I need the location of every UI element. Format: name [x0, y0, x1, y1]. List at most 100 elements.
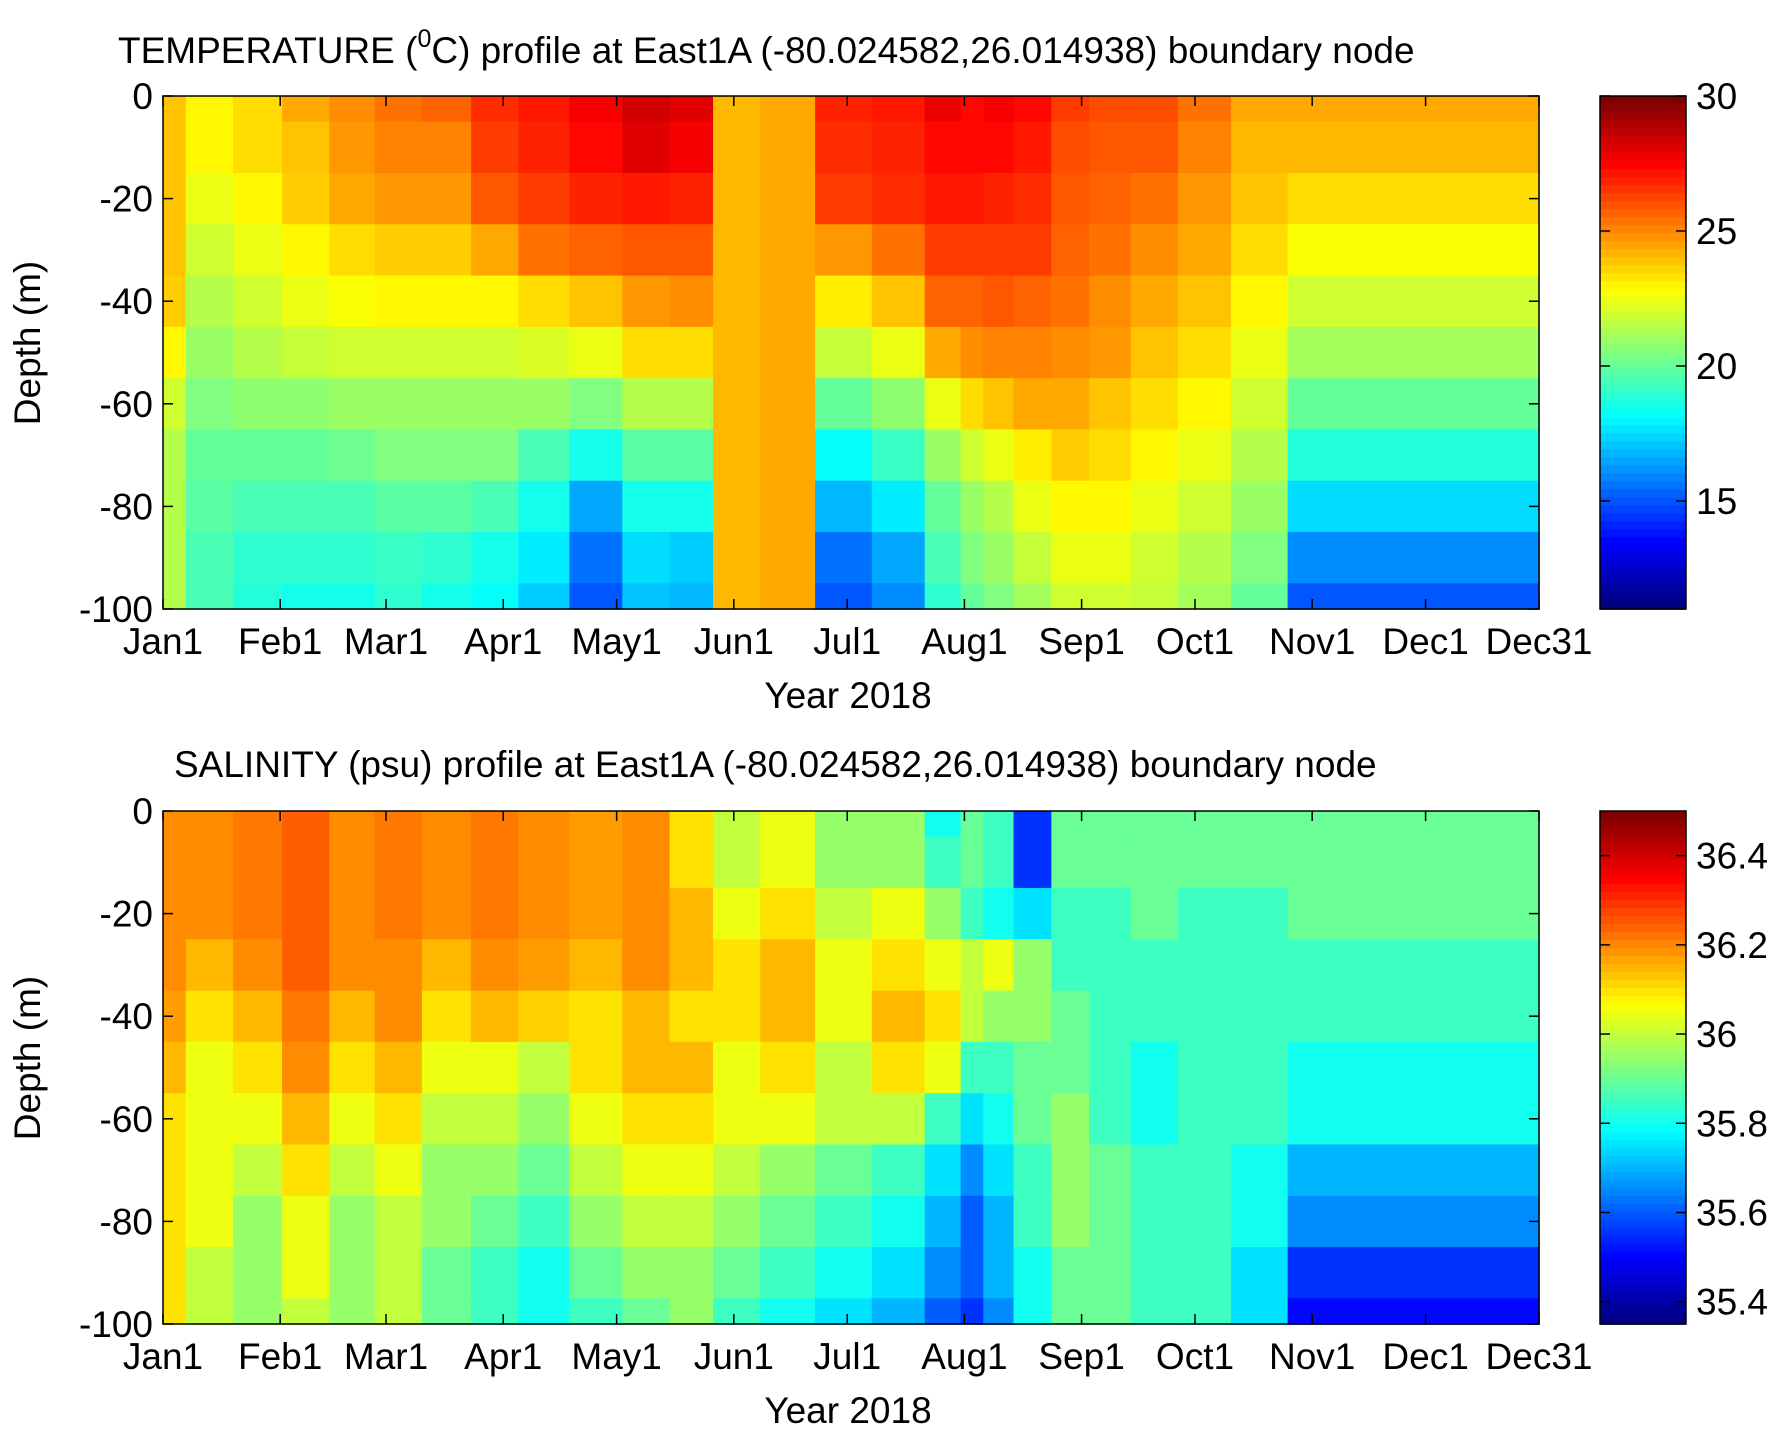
- salinity-heatmap-cell: [1089, 1041, 1132, 1094]
- salinity-heatmap-cell: [471, 1298, 520, 1325]
- salinity-heatmap-cell: [924, 1247, 962, 1300]
- temperature-heatmap-cell: [669, 480, 714, 533]
- temperature-heatmap-cell: [983, 429, 1015, 482]
- temperature-heatmap-cell: [471, 583, 520, 610]
- salinity-heatmap-cell: [815, 1298, 873, 1325]
- salinity-heatmap-cell: [185, 1093, 234, 1146]
- temperature-heatmap-cell: [871, 96, 926, 123]
- temperature-heatmap-cell: [960, 96, 985, 123]
- temperature-heatmap-cell: [329, 429, 376, 482]
- temperature-heatmap-cell: [983, 378, 1015, 431]
- salinity-colorbar-swatch: [1600, 963, 1686, 973]
- salinity-heatmap-cell: [713, 887, 762, 941]
- temperature-heatmap-cell: [569, 224, 624, 277]
- salinity-heatmap-cell: [1089, 811, 1132, 838]
- salinity-heatmap-cell: [1089, 939, 1132, 992]
- temperature-heatmap-cell: [669, 583, 714, 610]
- temperature-heatmap-cell: [622, 532, 671, 585]
- salinity-heatmap-cell: [871, 1093, 926, 1146]
- temperature-heatmap-cell: [471, 532, 520, 585]
- salinity-heatmap-cell: [1089, 1247, 1132, 1300]
- salinity-colorbar-swatch: [1600, 1211, 1686, 1221]
- salinity-heatmap-cell: [569, 1247, 624, 1300]
- salinity-heatmap-cell: [983, 1195, 1015, 1248]
- salinity-heatmap-cell: [960, 887, 985, 941]
- salinity-colorbar-swatch: [1600, 987, 1686, 997]
- temperature-heatmap-cell: [983, 583, 1015, 610]
- salinity-heatmap-cell: [1051, 1247, 1090, 1300]
- salinity-colorbar-swatch: [1600, 851, 1686, 860]
- temperature-heatmap-cell: [760, 275, 816, 328]
- salinity-heatmap-cell: [569, 887, 624, 941]
- salinity-colorbar-swatch: [1600, 1155, 1686, 1165]
- temperature-heatmap-cell: [1230, 326, 1289, 379]
- salinity-colorbar-tick-label: 35.4: [1696, 1282, 1768, 1323]
- salinity-x-tick-label: Feb1: [238, 1336, 322, 1377]
- salinity-heatmap-cell: [421, 1093, 472, 1146]
- temperature-heatmap-cell: [1013, 275, 1053, 328]
- salinity-heatmap-cell: [163, 990, 187, 1043]
- temperature-colorbar-swatch: [1600, 224, 1686, 234]
- salinity-heatmap-cell: [960, 990, 985, 1043]
- salinity-heatmap-cell: [713, 1298, 762, 1325]
- temperature-heatmap-cell: [185, 532, 234, 585]
- temperature-heatmap-cell: [374, 480, 423, 533]
- temperature-x-tick-label: May1: [571, 621, 661, 662]
- temperature-heatmap-cell: [374, 96, 423, 123]
- temperature-heatmap-cell: [713, 532, 762, 585]
- temperature-heatmap-cell: [518, 121, 571, 174]
- temperature-heatmap-cell: [760, 480, 816, 533]
- salinity-heatmap-cell: [282, 1195, 331, 1248]
- temperature-heatmap-cell: [569, 429, 624, 482]
- salinity-y-tick-label: -20: [100, 894, 153, 935]
- salinity-heatmap-cell: [518, 1041, 571, 1094]
- salinity-heatmap-cell: [421, 1041, 472, 1094]
- salinity-heatmap-cell: [815, 939, 873, 992]
- temperature-heatmap-cell: [163, 532, 187, 585]
- temperature-heatmap-cell: [232, 224, 283, 277]
- salinity-heatmap-cell: [622, 1041, 671, 1094]
- temperature-heatmap-cell: [329, 480, 376, 533]
- temperature-heatmap-cell: [960, 429, 985, 482]
- salinity-heatmap-cell: [713, 990, 762, 1043]
- salinity-heatmap-cell: [1089, 990, 1132, 1043]
- temperature-heatmap-cell: [1089, 172, 1132, 226]
- salinity-colorbar-swatch: [1600, 1283, 1686, 1293]
- temperature-heatmap-cell: [713, 378, 762, 431]
- salinity-heatmap-cell: [329, 1041, 376, 1094]
- temperature-heatmap-cell: [1051, 480, 1090, 533]
- temperature-heatmap-cell: [960, 326, 985, 379]
- temperature-colorbar-swatch: [1600, 344, 1686, 354]
- temperature-y-tick-label: -60: [100, 384, 153, 425]
- temperature-heatmap-cell: [185, 172, 234, 226]
- salinity-colorbar-swatch: [1600, 835, 1686, 844]
- temperature-heatmap-cell: [518, 275, 571, 328]
- salinity-heatmap-cell: [983, 1093, 1015, 1146]
- temperature-heatmap-cell: [421, 480, 472, 533]
- salinity-heatmap-cell: [1089, 1298, 1132, 1325]
- salinity-heatmap-cell: [329, 1144, 376, 1197]
- salinity-heatmap-cell: [518, 836, 571, 889]
- salinity-colorbar-swatch: [1600, 939, 1686, 949]
- temperature-heatmap-cell: [1230, 275, 1289, 328]
- salinity-heatmap-cell: [871, 887, 926, 941]
- salinity-colorbar-swatch: [1600, 859, 1686, 868]
- salinity-heatmap-cell: [1287, 836, 1540, 889]
- salinity-heatmap-cell: [669, 1093, 714, 1146]
- temperature-heatmap-cell: [713, 583, 762, 610]
- salinity-colorbar-swatch: [1600, 1187, 1686, 1197]
- salinity-heatmap-cells: [163, 811, 1540, 1325]
- temperature-heatmap-cell: [1013, 326, 1053, 379]
- temperature-heatmap-cell: [185, 121, 234, 174]
- temperature-x-tick-label: Oct1: [1156, 621, 1234, 662]
- temperature-colorbar-swatch: [1600, 408, 1686, 418]
- temperature-heatmap-cell: [871, 275, 926, 328]
- temperature-colorbar-swatch: [1600, 272, 1686, 282]
- salinity-colorbar-swatch: [1600, 1291, 1686, 1301]
- salinity-colorbar-swatch: [1600, 1275, 1686, 1285]
- temperature-colorbar-swatch: [1600, 592, 1686, 602]
- temperature-heatmap-cell: [185, 480, 234, 533]
- temperature-heatmap-cell: [760, 429, 816, 482]
- temperature-heatmap-cell: [1130, 429, 1179, 482]
